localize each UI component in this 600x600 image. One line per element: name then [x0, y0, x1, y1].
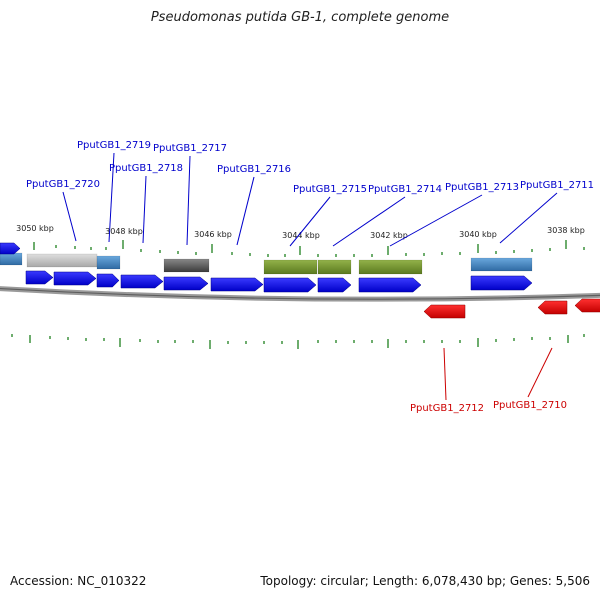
forward-gene-label[interactable]: PputGB1_2719: [77, 140, 151, 151]
reverse-gene-arrow[interactable]: [574, 298, 600, 313]
forward-gene-arrow[interactable]: [96, 273, 120, 288]
position-label: 3042 kbp: [370, 231, 408, 240]
forward-label-leader: [108, 152, 115, 243]
forward-label-leader: [332, 196, 406, 247]
forward-gene-arrow[interactable]: [25, 270, 54, 285]
genome-summary-text: Topology: circular; Length: 6,078,430 bp…: [260, 574, 590, 588]
forward-gene-arrow[interactable]: [263, 277, 317, 293]
forward-gene-arrow[interactable]: [317, 277, 352, 293]
accession-text: Accession: NC_010322: [10, 574, 147, 588]
forward-gene-arrow[interactable]: [120, 274, 164, 289]
reverse-gene-label[interactable]: PputGB1_2712: [410, 403, 484, 414]
forward-gene-label[interactable]: PputGB1_2715: [293, 184, 367, 195]
position-label: 3050 kbp: [16, 224, 54, 233]
forward-gene-arrow[interactable]: [0, 242, 21, 255]
forward-gene-label[interactable]: PputGB1_2714: [368, 184, 442, 195]
forward-label-leader: [186, 155, 191, 246]
forward-gene-label[interactable]: PputGB1_2711: [520, 180, 594, 191]
forward-gene-label[interactable]: PputGB1_2720: [26, 179, 100, 190]
feature-bar: [0, 252, 23, 266]
backbone-line: [0, 287, 600, 300]
forward-gene-label[interactable]: PputGB1_2717: [153, 143, 227, 154]
forward-gene-label[interactable]: PputGB1_2716: [217, 164, 291, 175]
feature-bar: [317, 259, 352, 275]
forward-label-leader: [62, 191, 77, 242]
position-label: 3044 kbp: [282, 231, 320, 240]
reverse-label-leader: [527, 347, 553, 398]
forward-gene-arrow[interactable]: [163, 276, 209, 291]
forward-label-leader: [236, 176, 255, 246]
position-label: 3038 kbp: [547, 226, 585, 235]
forward-gene-arrow[interactable]: [210, 277, 264, 292]
forward-label-leader: [142, 175, 147, 244]
reverse-gene-arrow[interactable]: [537, 300, 568, 315]
feature-bar: [470, 257, 533, 272]
forward-label-leader: [499, 192, 558, 244]
forward-gene-arrow[interactable]: [358, 277, 422, 293]
reverse-gene-label[interactable]: PputGB1_2710: [493, 400, 567, 411]
feature-bar: [163, 258, 210, 273]
forward-gene-arrow[interactable]: [53, 271, 97, 286]
map-title: Pseudomonas putida GB-1, complete genome: [150, 10, 450, 25]
forward-gene-label[interactable]: PputGB1_2718: [109, 163, 183, 174]
feature-bar: [263, 259, 318, 275]
forward-gene-label[interactable]: PputGB1_2713: [445, 182, 519, 193]
forward-label-leader: [289, 196, 331, 247]
forward-gene-arrow[interactable]: [470, 275, 533, 291]
feature-bar: [96, 255, 121, 270]
position-label: 3046 kbp: [194, 230, 232, 239]
reverse-label-leader: [443, 347, 447, 401]
forward-label-leader: [389, 194, 483, 247]
position-label: 3048 kbp: [105, 227, 143, 236]
feature-bar: [26, 253, 98, 268]
position-label: 3040 kbp: [459, 230, 497, 239]
reverse-gene-arrow[interactable]: [423, 304, 466, 319]
feature-bar: [358, 259, 423, 275]
